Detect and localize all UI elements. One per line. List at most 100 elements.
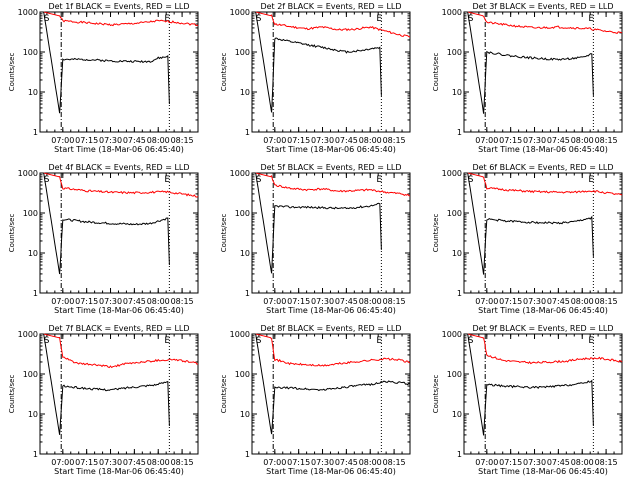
plot-frame [251,11,411,133]
x-tick-label: 07:15 [75,297,98,306]
y-tick-label: 1000 [442,330,462,339]
lld-rate-series [43,333,199,369]
lld-rate-series [467,11,623,34]
x-axis-label: Start Time (18-Mar-06 06:45:40) [54,467,184,476]
y-tick-label: 100 [447,48,462,57]
x-tick-label: 07:15 [287,136,310,145]
x-axis-label: Start Time (18-Mar-06 06:45:40) [478,145,608,154]
marker-s-label: S [44,175,50,185]
x-axis-label: Start Time (18-Mar-06 06:45:40) [54,145,184,154]
y-tick-label: 100 [447,370,462,379]
y-tick-label: 10 [240,410,250,419]
x-tick-label: 08:15 [383,136,406,145]
x-tick-label: 07:45 [335,297,358,306]
x-tick-label: 07:00 [263,458,286,467]
x-tick-label: 08:00 [359,458,382,467]
x-tick-label: 07:00 [51,136,74,145]
y-tick-label: 1000 [230,8,250,17]
x-tick-label: 07:30 [523,136,546,145]
lld-rate-series [467,172,623,196]
x-tick-label: 07:00 [475,136,498,145]
y-tick-label: 1000 [230,330,250,339]
x-tick-label: 08:15 [171,297,194,306]
x-tick-label: 08:15 [595,297,618,306]
x-tick-label: 08:00 [571,136,594,145]
panel-det-4: Det 4f BLACK = Events, RED = LLD 1 10 100 10… [8,163,199,315]
x-tick-label: 07:30 [99,297,122,306]
x-tick-label: 07:15 [75,136,98,145]
y-axis-label: Counts/sec [8,375,16,414]
plot-frame [251,172,411,294]
panel-title: Det 4f BLACK = Events, RED = LLD [48,163,189,172]
x-tick-label: 08:15 [383,458,406,467]
x-tick-label: 07:30 [311,458,334,467]
y-tick-label: 1 [33,128,38,137]
panel-det-3: Det 3f BLACK = Events, RED = LLD 1 10 100 10… [432,2,623,154]
y-axis-label: Counts/sec [220,214,228,253]
x-axis-label: Start Time (18-Mar-06 06:45:40) [54,306,184,315]
y-axis-label: Counts/sec [432,53,440,92]
y-tick-label: 10 [452,249,462,258]
x-axis-label: Start Time (18-Mar-06 06:45:40) [266,467,396,476]
panel-det-5: Det 5f BLACK = Events, RED = LLD 1 10 100 10… [220,163,411,315]
x-tick-label: 07:45 [123,458,146,467]
y-tick-label: 1000 [230,169,250,178]
x-tick-label: 07:00 [475,297,498,306]
panel-det-7: Det 7f BLACK = Events, RED = LLD 1 10 100 10… [8,324,199,476]
marker-e-label: E [164,14,170,24]
panel-det-6: Det 6f BLACK = Events, RED = LLD 1 10 100 10… [432,163,623,315]
x-tick-label: 08:00 [359,297,382,306]
x-axis-label: Start Time (18-Mar-06 06:45:40) [478,306,608,315]
y-tick-label: 100 [235,48,250,57]
x-tick-label: 07:15 [499,297,522,306]
y-tick-label: 10 [452,88,462,97]
x-tick-label: 08:00 [359,136,382,145]
panel-det-9: Det 9f BLACK = Events, RED = LLD 1 10 100 10… [432,324,623,476]
marker-s-label: S [44,14,50,24]
y-tick-label: 10 [28,249,38,258]
x-tick-label: 07:30 [523,297,546,306]
x-tick-label: 07:30 [311,136,334,145]
lld-rate-series [43,11,199,27]
x-tick-label: 08:00 [571,297,594,306]
y-tick-label: 10 [240,88,250,97]
y-tick-label: 100 [447,209,462,218]
y-tick-label: 100 [235,370,250,379]
x-axis-label: Start Time (18-Mar-06 06:45:40) [266,306,396,315]
panel-title: Det 1f BLACK = Events, RED = LLD [48,2,189,11]
x-tick-label: 08:00 [147,136,170,145]
x-tick-label: 07:15 [287,297,310,306]
lld-rate-series [255,172,411,197]
plot-frame [39,333,199,455]
x-tick-label: 07:45 [547,136,570,145]
event-rate-series [43,11,170,114]
panel-det-8: Det 8f BLACK = Events, RED = LLD 1 10 100 10… [220,324,411,476]
y-axis-label: Counts/sec [220,375,228,414]
marker-e-label: E [588,175,594,185]
x-tick-label: 07:00 [475,458,498,467]
y-axis-label: Counts/sec [432,375,440,414]
event-rate-series [467,172,594,275]
x-tick-label: 08:00 [147,297,170,306]
y-axis-label: Counts/sec [220,53,228,92]
event-rate-series [467,11,594,114]
y-tick-label: 100 [23,48,38,57]
x-tick-label: 07:30 [523,458,546,467]
y-tick-label: 10 [452,410,462,419]
panel-title: Det 6f BLACK = Events, RED = LLD [472,163,613,172]
event-rate-series [255,11,382,113]
plot-frame [39,172,199,294]
marker-e-label: E [164,336,170,346]
marker-s-label: S [468,336,474,346]
marker-s-label: S [256,14,262,24]
marker-s-label: S [44,336,50,346]
x-tick-label: 07:00 [51,458,74,467]
y-tick-label: 1 [33,450,38,459]
event-rate-series [467,333,594,436]
panel-det-1: Det 1f BLACK = Events, RED = LLD 1 10 100 10… [8,2,199,154]
x-tick-label: 07:15 [287,458,310,467]
event-rate-series [43,172,170,275]
y-tick-label: 10 [240,249,250,258]
x-tick-label: 07:15 [499,136,522,145]
